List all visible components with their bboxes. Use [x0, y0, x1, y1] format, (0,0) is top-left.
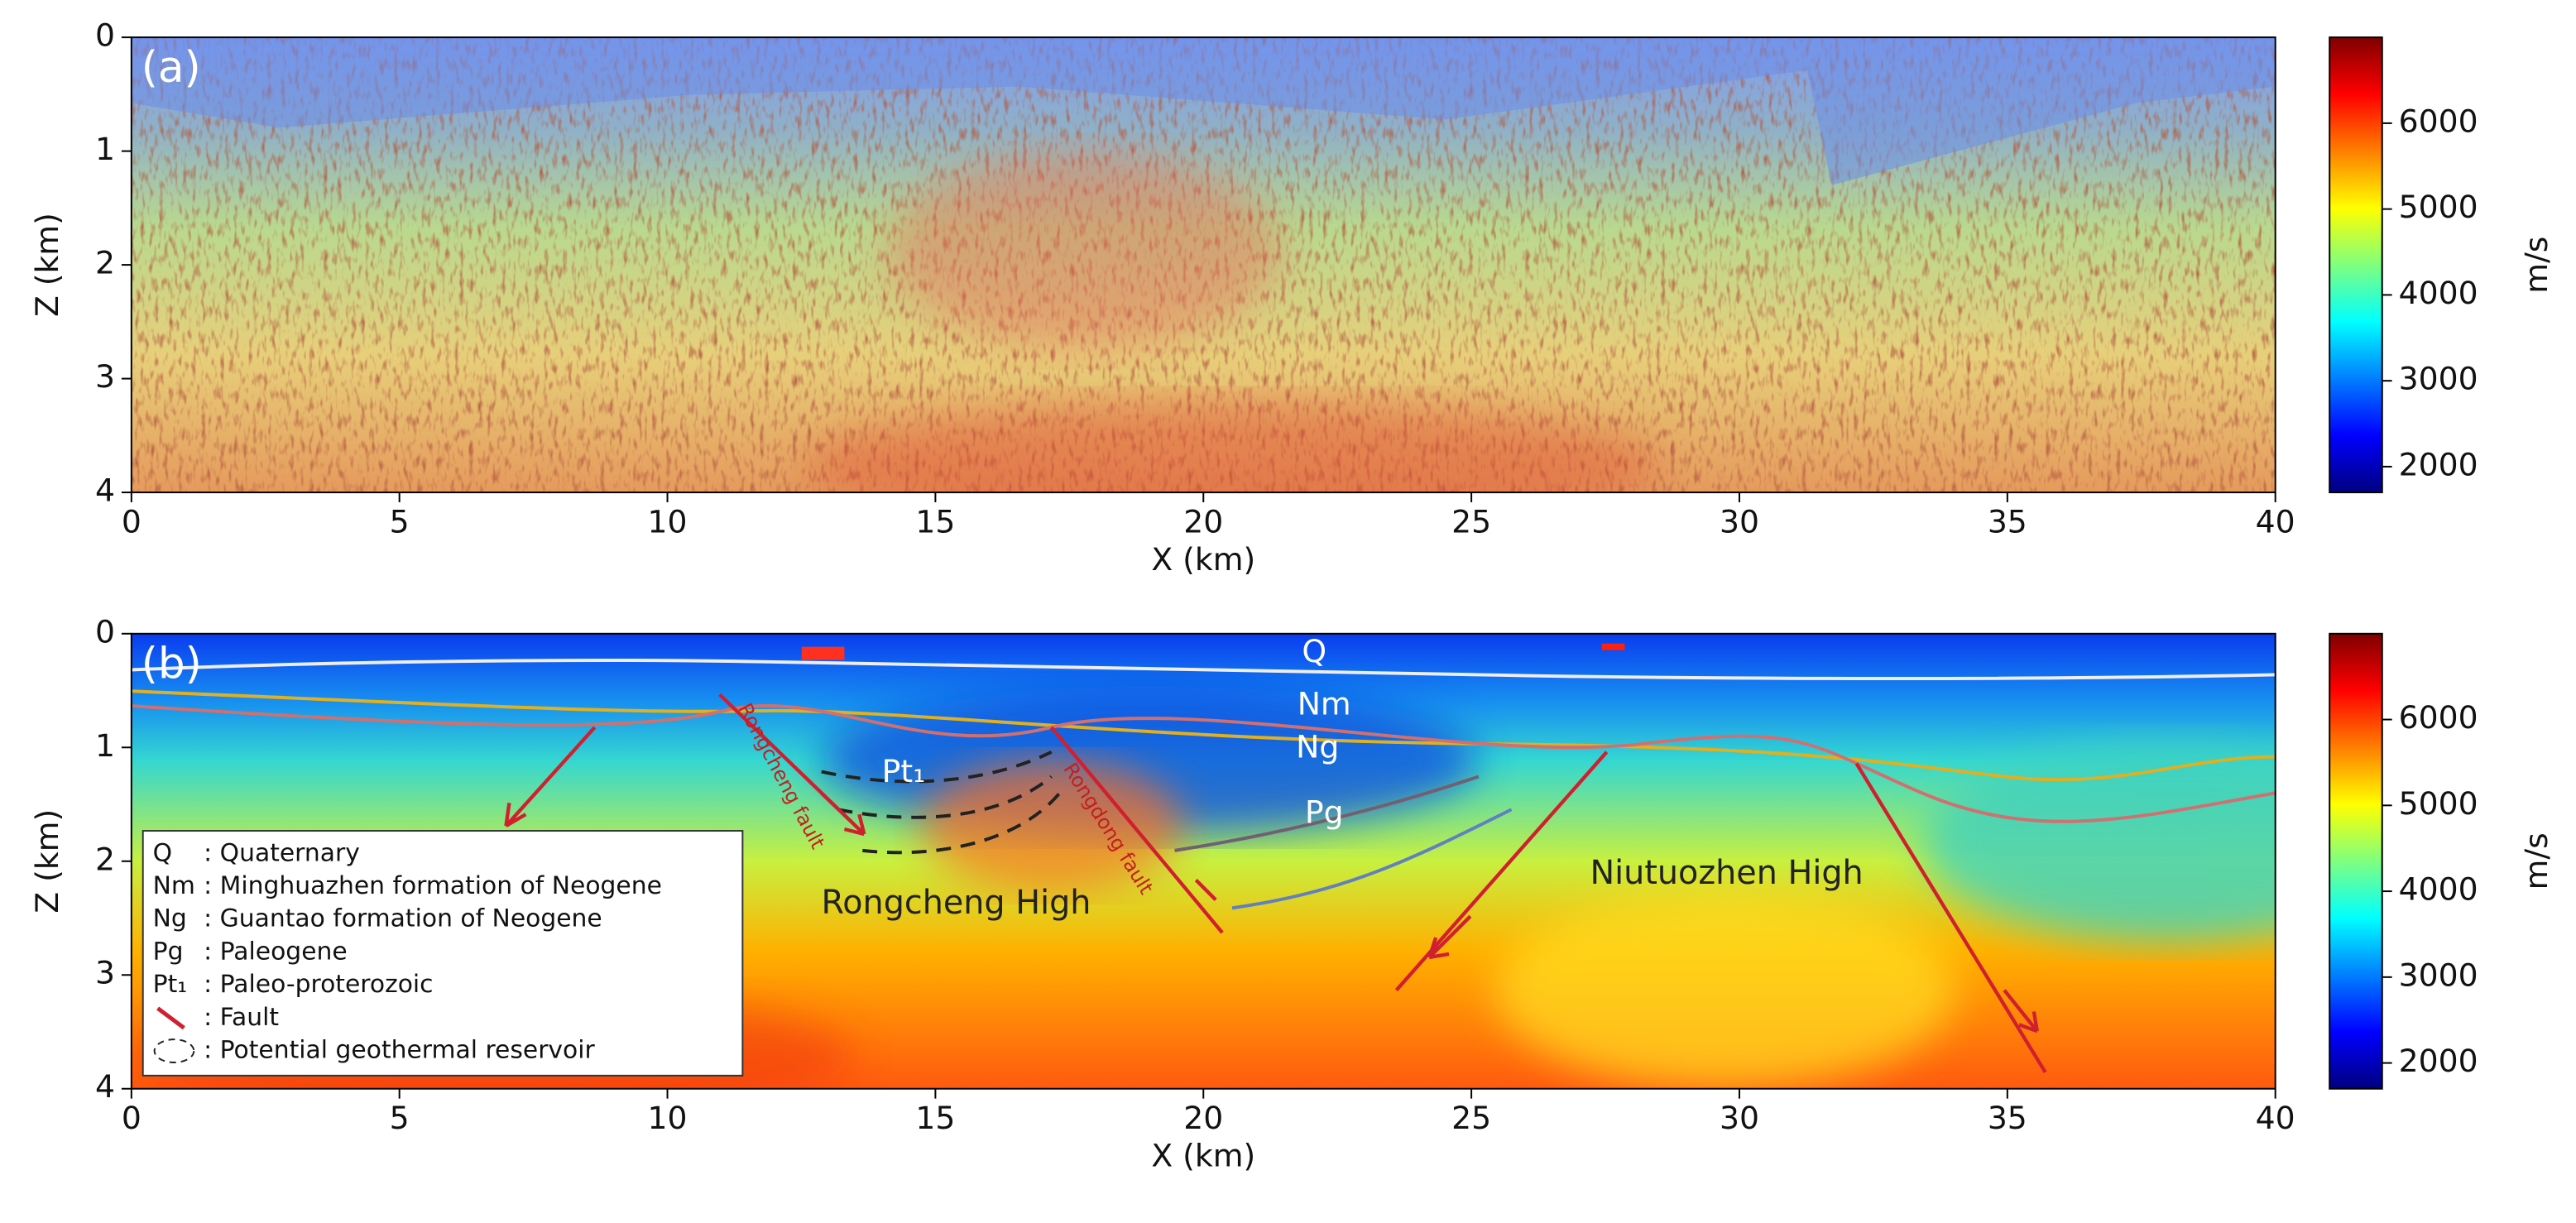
- legend-key: Nm: [153, 871, 195, 900]
- x-tick-label: 15: [915, 503, 955, 540]
- y-axis-label: Z (km): [29, 213, 65, 317]
- y-tick-label: 2: [95, 245, 115, 281]
- x-axis-label: X (km): [1151, 541, 1255, 578]
- annotation: Q: [1302, 633, 1326, 669]
- x-tick-label: 10: [648, 1100, 688, 1136]
- x-tick-label: 35: [1988, 1100, 2027, 1136]
- colorbar-tick-label: 3000: [2399, 361, 2478, 397]
- x-tick-label: 20: [1183, 503, 1223, 540]
- x-tick-label: 35: [1988, 503, 2027, 540]
- annotation: Rongcheng High: [821, 884, 1091, 922]
- legend-key: Pg: [153, 937, 184, 966]
- colorbar-label: m/s: [2518, 832, 2554, 890]
- panel-label: (b): [142, 640, 202, 689]
- colorbar-tick-label: 4000: [2399, 275, 2478, 311]
- y-tick-label: 0: [95, 613, 115, 650]
- colorbar-tick-label: 6000: [2399, 103, 2478, 139]
- y-tick-label: 4: [95, 472, 115, 509]
- annotation: Ng: [1296, 728, 1339, 765]
- annotation: Pg: [1305, 794, 1344, 831]
- legend-text: : Fault: [204, 1003, 279, 1032]
- x-tick-label: 25: [1451, 503, 1491, 540]
- x-tick-label: 15: [915, 1100, 955, 1136]
- y-tick-label: 2: [95, 841, 115, 877]
- legend-key: Pt₁: [153, 970, 188, 999]
- x-tick-label: 40: [2256, 503, 2295, 540]
- legend-key: Q: [153, 838, 172, 867]
- colorbar-label: m/s: [2518, 237, 2554, 294]
- x-tick-label: 30: [1720, 503, 1759, 540]
- colorbar-tick-label: 2000: [2399, 1043, 2478, 1079]
- legend-text: : Potential geothermal reservoir: [204, 1036, 595, 1065]
- colorbar-tick-label: 6000: [2399, 699, 2478, 736]
- x-axis-label: X (km): [1151, 1138, 1255, 1174]
- annotation: Niutuozhen High: [1590, 854, 1863, 892]
- y-axis-label: Z (km): [29, 809, 65, 914]
- y-tick-label: 1: [95, 131, 115, 167]
- colorbar-tick-label: 5000: [2399, 189, 2478, 225]
- x-tick-label: 10: [648, 503, 688, 540]
- colorbar-tick-label: 4000: [2399, 871, 2478, 908]
- y-tick-label: 1: [95, 727, 115, 764]
- y-tick-label: 3: [95, 955, 115, 991]
- annotation: Nm: [1298, 686, 1351, 722]
- x-tick-label: 25: [1451, 1100, 1491, 1136]
- y-tick-label: 4: [95, 1068, 115, 1105]
- x-tick-label: 0: [122, 1100, 142, 1136]
- annotation: Pt₁: [882, 753, 926, 789]
- colorbar-tick-label: 3000: [2399, 957, 2478, 993]
- colorbar: [2329, 36, 2383, 494]
- y-tick-label: 0: [95, 17, 115, 54]
- x-tick-label: 5: [390, 503, 410, 540]
- colorbar-tick-label: 2000: [2399, 446, 2478, 482]
- legend: [142, 830, 744, 1077]
- legend-text: : Minghuazhen formation of Neogene: [204, 871, 662, 900]
- legend-text: : Paleo-proterozoic: [204, 970, 433, 999]
- legend-text: : Quaternary: [204, 838, 360, 867]
- x-tick-label: 30: [1720, 1100, 1759, 1136]
- x-tick-label: 5: [390, 1100, 410, 1136]
- legend-text: : Guantao formation of Neogene: [204, 904, 602, 933]
- panel-label: (a): [142, 43, 201, 93]
- x-tick-label: 0: [122, 503, 142, 540]
- colorbar: [2329, 632, 2383, 1090]
- x-tick-label: 20: [1183, 1100, 1223, 1136]
- legend-text: : Paleogene: [204, 937, 348, 966]
- x-tick-label: 40: [2256, 1100, 2295, 1136]
- colorbar-tick-label: 5000: [2399, 785, 2478, 822]
- y-tick-label: 3: [95, 358, 115, 395]
- legend-key: Ng: [153, 904, 187, 933]
- seismic-image: [131, 37, 2276, 493]
